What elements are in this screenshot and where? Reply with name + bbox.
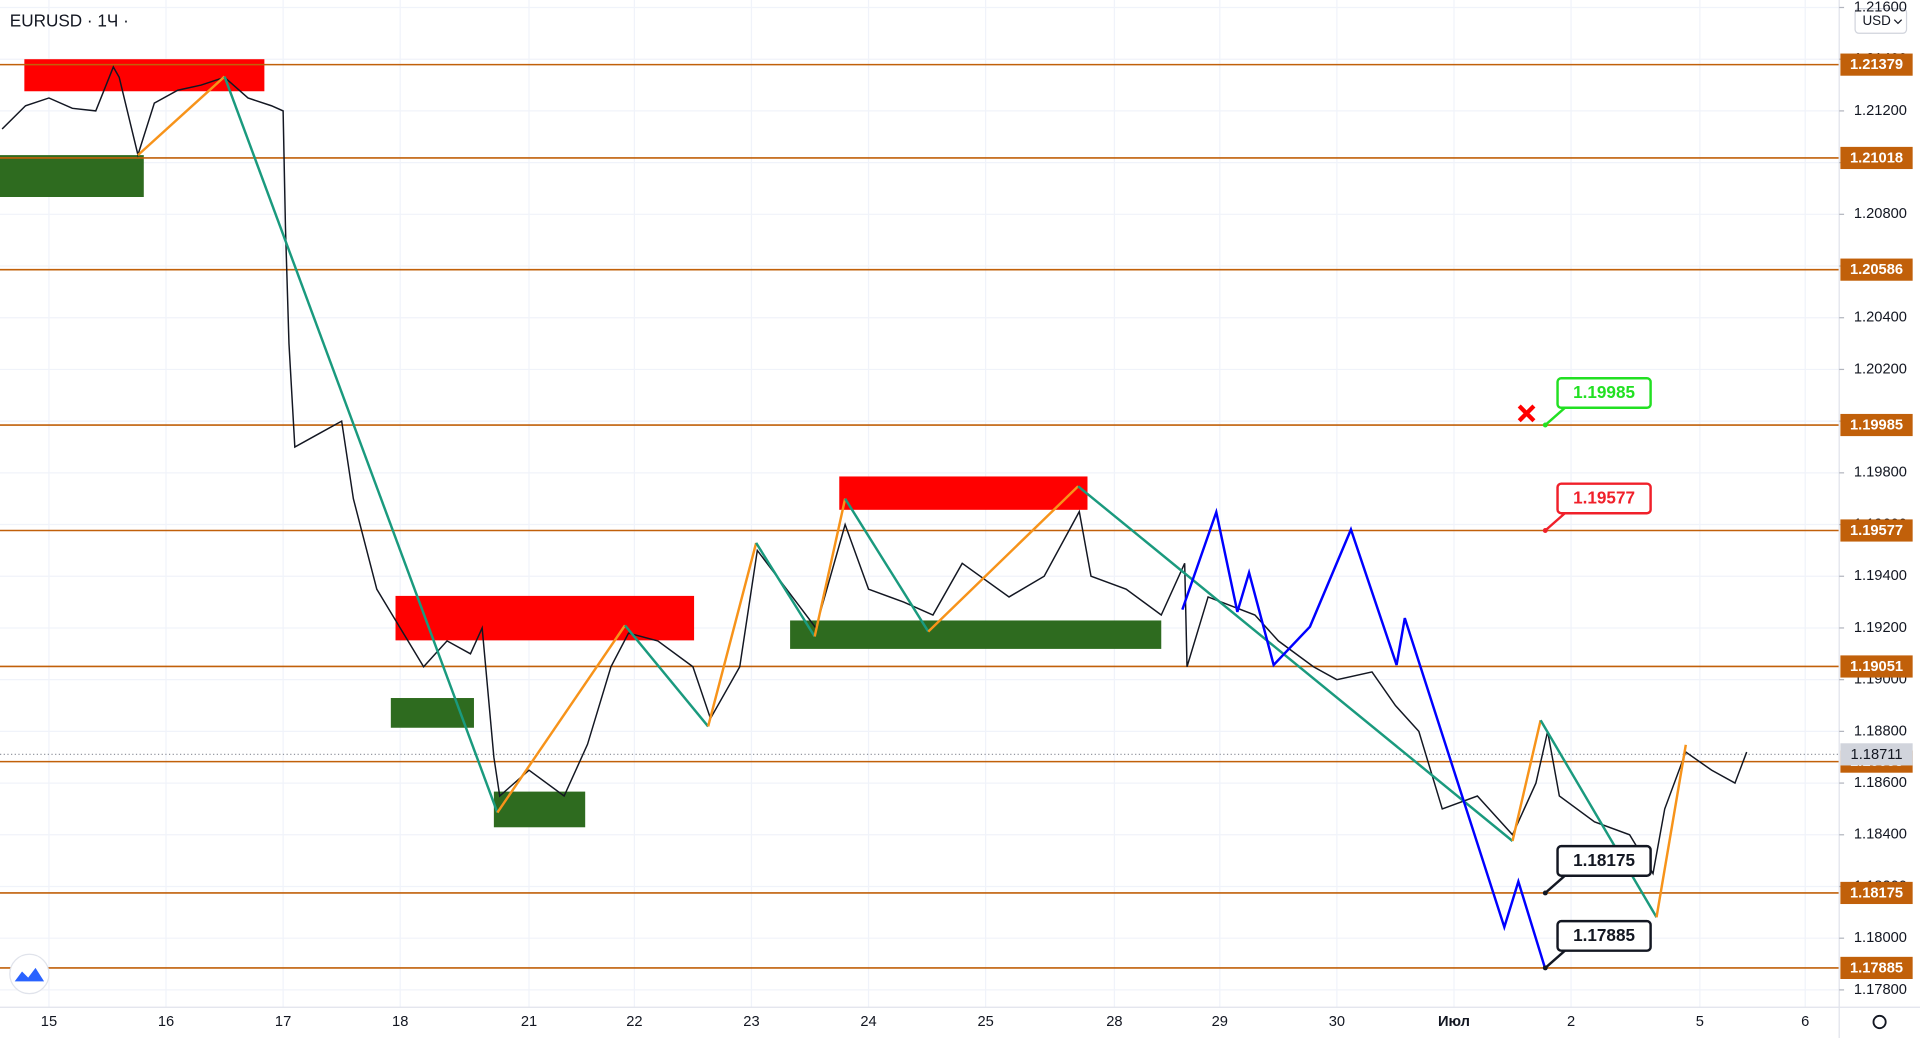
level-label-bg (1840, 53, 1913, 76)
callout-label: 1.18175 (1573, 850, 1635, 870)
currency-label[interactable]: USD (1862, 13, 1891, 28)
level-label: 1.19577 (1850, 523, 1903, 539)
callout-pointer (1544, 949, 1566, 969)
level-label-bg (1840, 146, 1913, 170)
zone (790, 620, 1162, 649)
callout-box (1556, 376, 1652, 410)
callout-box (1556, 919, 1652, 952)
x-tick-label: 28 (1106, 1014, 1122, 1030)
x-tick-label: 29 (1212, 1014, 1228, 1030)
callout-pointer (1544, 406, 1566, 426)
callout-anchor (1542, 528, 1548, 533)
y-tick-label: 1.18800 (1854, 723, 1907, 739)
y-tick-label: 1.20400 (1854, 310, 1907, 326)
zigzag-segment (1655, 744, 1688, 918)
level-label: 1.17885 (1850, 960, 1903, 976)
x-tick-label: 2 (1567, 1014, 1575, 1030)
callout-anchor (1542, 965, 1548, 971)
level-label-bg (1840, 956, 1913, 980)
callout-label: 1.19985 (1573, 382, 1635, 402)
zigzag-segment (1077, 485, 1514, 842)
level-label-bg (1840, 258, 1913, 281)
x-tick-label: 15 (41, 1014, 57, 1030)
plot-area: 1.19985 1.19577 1.18175 1.17885 (0, 0, 1840, 1008)
y-tick-label: 1.20200 (1854, 361, 1907, 377)
x-tick-label: 5 (1696, 1014, 1704, 1030)
zigzag-segment (624, 624, 710, 728)
y-tick-label: 1.18600 (1854, 775, 1907, 791)
x-tick-label: 21 (521, 1014, 537, 1030)
zigzag-segment (1511, 719, 1542, 842)
x-tick-label: 30 (1329, 1014, 1345, 1030)
projection-line (1181, 507, 1547, 970)
y-tick-label: 1.19200 (1854, 620, 1907, 636)
level-label-bg (1840, 655, 1913, 678)
level-label: 1.20586 (1850, 262, 1903, 278)
currency-caret (1893, 19, 1903, 25)
y-tick-label: 1.18400 (1854, 827, 1907, 843)
zigzag-segment (137, 75, 226, 157)
level-label-bg (1840, 881, 1913, 905)
zone (839, 476, 1088, 510)
callout-label: 1.19577 (1573, 488, 1635, 508)
zigzag-segment (706, 542, 758, 727)
callout-anchor (1542, 422, 1548, 428)
level-label-bg (1840, 519, 1913, 542)
y-tick-label: 1.17800 (1854, 982, 1907, 998)
y-tick-label: 1.20800 (1854, 206, 1907, 222)
level-label-bg (1840, 413, 1913, 437)
level-label: 1.21379 (1850, 57, 1903, 73)
x-tick-label: 18 (392, 1014, 408, 1030)
callout-box (1556, 482, 1652, 515)
callout-pointer (1544, 512, 1566, 532)
zigzag-segment (813, 498, 847, 637)
logo[interactable] (9, 953, 50, 995)
zigzag-segment (927, 485, 1079, 633)
logo-icon (14, 967, 45, 982)
level-label: 1.19051 (1850, 659, 1903, 675)
callout-pointer (1544, 874, 1566, 894)
x-tick-label: 16 (158, 1014, 174, 1030)
currency-button[interactable] (1854, 8, 1908, 34)
y-tick-label: 1.21200 (1854, 103, 1907, 119)
y-tick-label: 1.19800 (1854, 465, 1907, 481)
stop-marker (1517, 404, 1536, 423)
y-tick-label: 1.21600 (1854, 0, 1907, 15)
callout-label: 1.17885 (1573, 925, 1635, 945)
x-tick-label: 25 (977, 1014, 993, 1030)
zone (395, 595, 695, 641)
zigzag-segment (1539, 719, 1658, 918)
x-tick-label: 22 (626, 1014, 642, 1030)
level-label: 1.19985 (1850, 418, 1903, 434)
settings-icon[interactable] (1872, 1014, 1887, 1030)
zone (0, 155, 144, 197)
zigzag-segment (844, 498, 930, 633)
last-price-label: 1.18711 (1851, 747, 1903, 763)
zigzag-segment (755, 542, 816, 638)
level-label: 1.21018 (1850, 150, 1903, 166)
x-tick-label: 24 (860, 1014, 876, 1030)
callout-anchor (1542, 890, 1548, 896)
x-tick-label: 23 (743, 1014, 759, 1030)
x-tick-label: 6 (1801, 1014, 1809, 1030)
level-label: 1.18175 (1850, 885, 1903, 901)
y-tick-label: 1.18000 (1854, 930, 1907, 946)
callout-box (1556, 844, 1652, 877)
x-tick-label: 17 (275, 1014, 291, 1030)
symbol-title[interactable]: EURUSD · 1Ч · (10, 11, 129, 31)
y-tick-label: 1.19400 (1854, 568, 1907, 584)
x-tick-label: Июл (1438, 1014, 1470, 1030)
last-price-label-bg (1840, 743, 1913, 766)
zigzag-segment (223, 76, 499, 813)
zigzag-segment (496, 624, 627, 814)
price-line (1, 65, 1748, 876)
